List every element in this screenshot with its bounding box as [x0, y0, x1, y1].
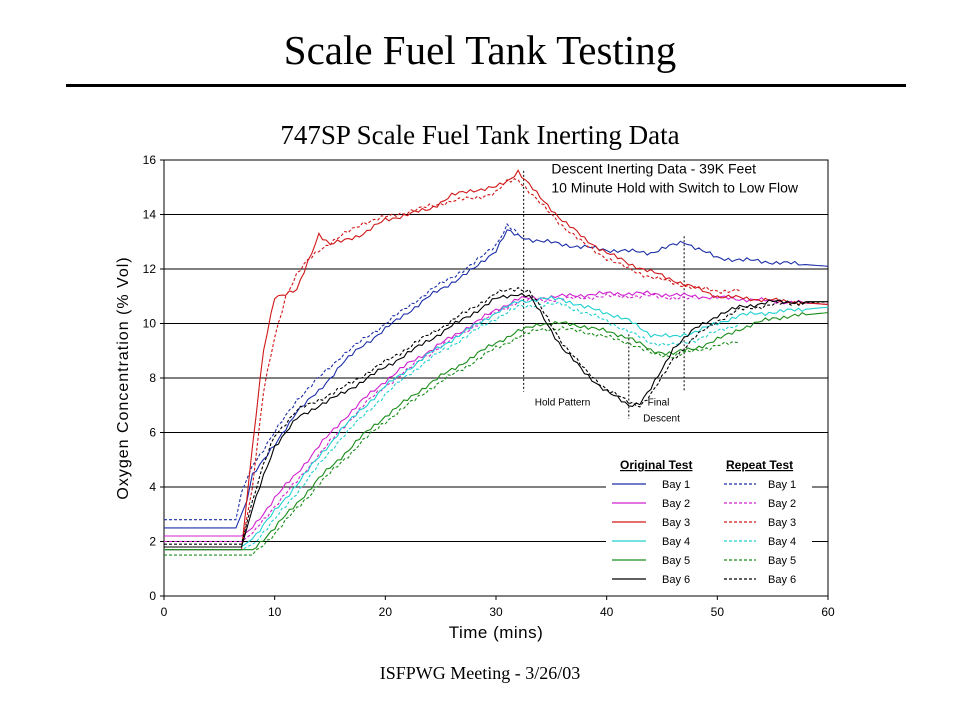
- annotations: Descent Inerting Data - 39K Feet 10 Minut…: [535, 161, 799, 425]
- series-line-bay-2-repeat: [164, 292, 696, 543]
- phase-markers: [523, 170, 685, 419]
- y-axis-title: Oxygen Concentration (% Vol): [115, 256, 132, 499]
- annotation-text: 10 Minute Hold with Switch to Low Flow: [551, 180, 799, 196]
- legend-label: Bay 2: [768, 498, 796, 510]
- x-tick-label: 20: [379, 605, 393, 619]
- legend: Original Test Repeat Test Bay 1 Bay 2 Bay 3 B…: [606, 452, 812, 588]
- legend-label: Bay 5: [768, 555, 796, 567]
- slide-title: Scale Fuel Tank Testing: [283, 27, 677, 73]
- series-line-bay-4-repeat: [164, 301, 740, 551]
- annotation-text: Hold Pattern: [535, 397, 591, 408]
- series-line-bay-4-original: [164, 295, 829, 548]
- series-line-bay-1-original: [164, 229, 829, 529]
- y-tick-label: 8: [149, 371, 156, 385]
- y-tick-label: 6: [149, 426, 156, 440]
- y-tick-label: 10: [143, 317, 157, 331]
- legend-label: Bay 3: [768, 517, 796, 529]
- legend-label: Bay 1: [768, 479, 796, 491]
- y-tick-label: 0: [149, 589, 156, 603]
- title-divider: [66, 84, 906, 87]
- annotation-text: Descent Inerting Data - 39K Feet: [551, 161, 756, 177]
- x-axis-title: Time (mins): [449, 623, 544, 642]
- axes: 0 2 4 6 8 10 12 14 16 0 10 20 30 40 50 60: [143, 153, 835, 619]
- x-tick-label: 60: [821, 605, 835, 619]
- legend-label: Bay 6: [662, 574, 690, 586]
- legend-label: Bay 3: [662, 517, 690, 529]
- x-tick-label: 10: [268, 605, 282, 619]
- legend-header-original: Original Test: [620, 458, 692, 472]
- x-tick-label: 40: [600, 605, 614, 619]
- legend-label: Bay 6: [768, 574, 796, 586]
- series-line-bay-6-repeat: [164, 286, 829, 545]
- series-line-bay-2-original: [164, 290, 829, 537]
- y-tick-label: 14: [143, 208, 157, 222]
- x-tick-label: 30: [489, 605, 503, 619]
- chart-title: 747SP Scale Fuel Tank Inerting Data: [280, 120, 680, 150]
- y-tick-label: 12: [143, 262, 157, 276]
- footer-text: ISFPWG Meeting - 3/26/03: [379, 663, 581, 683]
- legend-header-repeat: Repeat Test: [726, 458, 793, 472]
- legend-label: Bay 2: [662, 498, 690, 510]
- y-tick-label: 16: [143, 153, 157, 167]
- y-tick-label: 2: [149, 535, 156, 549]
- legend-label: Bay 5: [662, 555, 690, 567]
- series-line-bay-1-repeat: [164, 222, 519, 521]
- legend-label: Bay 4: [662, 536, 690, 548]
- legend-label: Bay 4: [768, 536, 796, 548]
- series-line-bay-5-repeat: [164, 325, 740, 556]
- series-line-bay-3-repeat: [164, 178, 740, 548]
- annotation-text: Descent: [643, 414, 680, 425]
- x-tick-label: 0: [161, 605, 168, 619]
- x-tick-label: 50: [711, 605, 725, 619]
- series-line-bay-5-original: [164, 312, 829, 551]
- grid-lines: [164, 214, 828, 542]
- data-series: [164, 169, 829, 556]
- legend-label: Bay 1: [662, 479, 690, 491]
- legend-box: [606, 452, 812, 588]
- series-line-bay-3-original: [164, 169, 829, 551]
- y-tick-label: 4: [149, 480, 156, 494]
- series-line-bay-6-original: [164, 292, 828, 548]
- annotation-text: Final: [648, 397, 670, 408]
